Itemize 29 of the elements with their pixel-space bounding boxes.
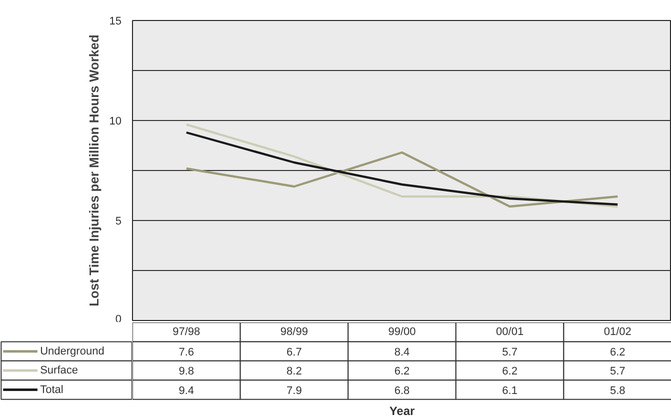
y-tick-label: 10: [109, 116, 122, 128]
data-label: 5.7: [610, 366, 626, 378]
y-tick-label: 5: [115, 216, 122, 228]
legend-label: Surface: [40, 364, 78, 377]
data-label: 7.6: [178, 346, 194, 358]
x-tick-label: 00/01: [496, 326, 524, 338]
y-tick-label: 15: [109, 16, 122, 28]
data-label: 8.2: [286, 366, 302, 378]
y-axis-title: Lost Time Injuries per Million Hours Worked: [86, 34, 102, 306]
data-label: 7.9: [286, 384, 302, 397]
data-label: 5.7: [502, 346, 518, 358]
legend-label: Underground: [40, 345, 104, 358]
data-label: 6.2: [610, 346, 626, 358]
data-label: 6.7: [286, 346, 302, 358]
data-label: 6.8: [394, 384, 410, 397]
x-tick-label: 99/00: [388, 326, 416, 338]
data-label: 6.1: [502, 384, 518, 397]
data-label: 9.8: [178, 366, 194, 378]
text: Year: [389, 404, 416, 418]
data-label: 8.4: [394, 346, 410, 358]
x-tick-label: 98/99: [280, 326, 308, 338]
data-label: 5.8: [610, 384, 626, 397]
data-label: 6.2: [394, 366, 410, 378]
x-tick-label: 97/98: [172, 326, 200, 338]
x-tick-label: 01/02: [604, 326, 632, 338]
legend-label: Total: [40, 384, 64, 396]
data-label: 9.4: [178, 384, 194, 397]
line-series: [185, 151, 619, 208]
data-label: 6.2: [502, 366, 518, 378]
